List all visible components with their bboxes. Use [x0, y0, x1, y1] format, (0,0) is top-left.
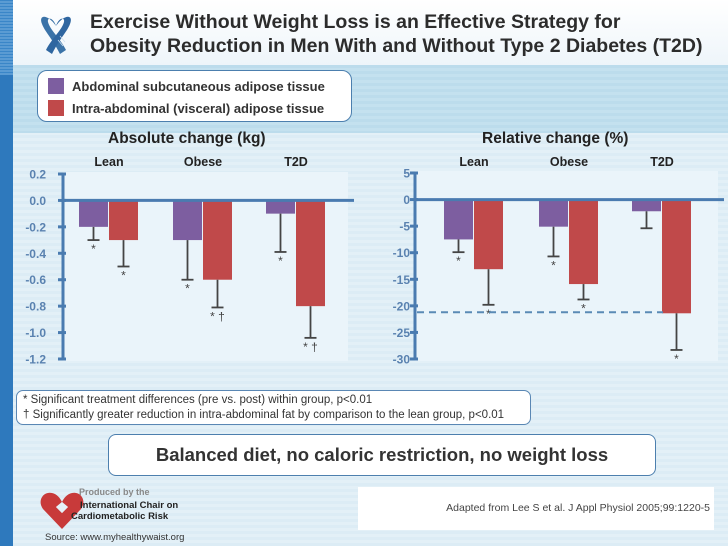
footnote-2: † Significantly greater reduction in int…	[23, 409, 505, 421]
significance-label: *	[456, 254, 461, 268]
y-tick-label: -0.8	[25, 300, 46, 314]
category-label: Lean	[459, 155, 488, 169]
y-tick-label: 5	[403, 167, 410, 181]
relative-change-chart: Lean Obese T2D 5 0 -5 -10 -15 -20 -25 -30 * * * * *	[393, 155, 724, 366]
category-label: Obese	[184, 155, 222, 169]
bar	[79, 200, 108, 227]
y-tick-label: -0.2	[25, 220, 46, 234]
left-accent-stripes	[0, 0, 13, 75]
page-title: Exercise Without Weight Loss is an Effec…	[90, 10, 702, 58]
y-tick-label: -10	[393, 246, 411, 260]
y-tick-label: 0	[403, 193, 410, 207]
legend-item-subcutaneous: Abdominal subcutaneous adipose tissue	[48, 77, 325, 95]
bar	[296, 200, 325, 307]
intervention-banner: Balanced diet, no caloric restriction, n…	[108, 434, 656, 476]
bar	[266, 200, 295, 214]
significance-label: *	[278, 254, 283, 268]
significance-label: *	[581, 301, 586, 315]
bar	[569, 199, 598, 285]
y-tick-label: -25	[393, 326, 411, 340]
bar	[203, 200, 232, 280]
heart-logo-icon	[40, 492, 84, 529]
category-label: Lean	[94, 155, 123, 169]
y-tick-label: 0.0	[29, 194, 46, 208]
bar	[662, 199, 691, 314]
produced-by: Produced by the	[79, 487, 150, 497]
absolute-change-chart: Lean Obese T2D 0.2 0.0 -0.2 -0.4 -0.6 -0.8 -1.0 -1…	[25, 155, 354, 366]
legend-label: Intra-abdominal (visceral) adipose tissu…	[72, 100, 325, 116]
bar	[474, 199, 503, 270]
significance-label: *	[551, 258, 556, 272]
legend-label: Abdominal subcutaneous adipose tissue	[72, 78, 325, 94]
bar	[444, 199, 473, 240]
footnote-1: * Significant treatment differences (pre…	[23, 394, 373, 406]
citation-box: Adapted from Lee S et al. J Appl Physiol…	[358, 487, 714, 530]
ribbon-heart-icon	[41, 16, 71, 54]
y-tick-label: -0.4	[25, 247, 46, 261]
y-tick-label: -15	[393, 273, 411, 287]
significance-label: * †	[303, 340, 318, 354]
y-tick-label: -30	[393, 353, 411, 366]
category-label: Obese	[550, 155, 588, 169]
significance-label: *	[185, 282, 190, 296]
bar	[173, 200, 202, 241]
category-label: T2D	[284, 155, 308, 169]
legend-swatch-visceral	[48, 100, 64, 116]
source-link[interactable]: Source: www.myhealthywaist.org	[45, 532, 185, 543]
chart-title-absolute: Absolute change (kg)	[108, 130, 266, 147]
significance-label: *	[486, 307, 491, 321]
title-line-2: Obesity Reduction in Men With and Withou…	[90, 35, 703, 57]
legend: Abdominal subcutaneous adipose tissue In…	[37, 70, 352, 122]
footnotes: * Significant treatment differences (pre…	[16, 390, 531, 425]
significance-label: * †	[210, 309, 225, 323]
y-tick-label: -1.2	[25, 353, 46, 366]
title-line-1: Exercise Without Weight Loss is an Effec…	[90, 11, 621, 33]
significance-label: *	[121, 269, 126, 283]
significance-label: *	[91, 242, 96, 256]
y-tick-label: -5	[399, 220, 410, 234]
significance-label: *	[674, 352, 679, 365]
bar	[632, 199, 661, 212]
org-name-line-2: Cardiometabolic Risk	[71, 511, 169, 522]
org-name-line-1: International Chair on	[80, 500, 179, 511]
legend-item-visceral: Intra-abdominal (visceral) adipose tissu…	[48, 99, 324, 117]
y-tick-label: -1.0	[25, 326, 46, 340]
citation: Adapted from Lee S et al. J Appl Physiol…	[446, 502, 710, 514]
chart-title-relative: Relative change (%)	[482, 130, 629, 147]
bar	[109, 200, 138, 241]
left-accent-bar	[0, 0, 13, 546]
y-tick-label: 0.2	[29, 168, 46, 182]
y-tick-label: -0.6	[25, 273, 46, 287]
y-tick-label: -20	[393, 299, 411, 313]
legend-swatch-subcutaneous	[48, 78, 64, 94]
header	[13, 0, 728, 65]
category-label: T2D	[650, 155, 674, 169]
bar	[539, 199, 568, 227]
